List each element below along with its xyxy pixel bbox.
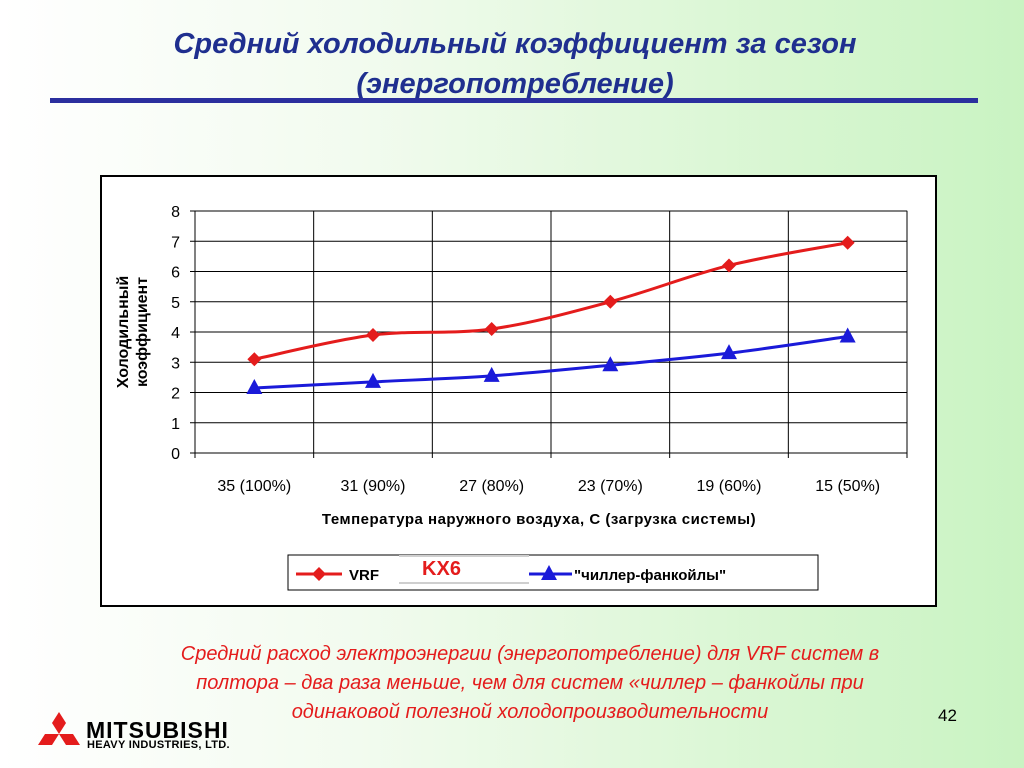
caption-line3: одинаковой полезной холодопроизводительн… bbox=[291, 701, 769, 723]
page-number: 42 bbox=[938, 706, 957, 725]
y-tick-label: 5 bbox=[171, 295, 180, 312]
legend-chiller-marker bbox=[541, 565, 557, 580]
y-axis-label-line2: коэффициент bbox=[134, 277, 151, 387]
vrf-point bbox=[840, 235, 855, 250]
title-underline bbox=[50, 98, 978, 103]
slide-title-line1: Средний холодильный коэффициент за сезон bbox=[173, 28, 857, 60]
y-axis-label-line1: Холодильный bbox=[115, 276, 132, 389]
x-tick-label: 15 (50%) bbox=[815, 478, 880, 495]
caption-line1: Средний расход электроэнергии (энергопот… bbox=[180, 643, 880, 665]
y-tick-label: 1 bbox=[171, 416, 180, 433]
chart: 0 1 2 3 4 5 6 7 8 35 (100%) 31 (90%) 27 (80%) 23 (7… bbox=[115, 204, 908, 591]
kx6-overlay: KX6 bbox=[399, 555, 529, 584]
chiller-point bbox=[365, 372, 381, 388]
chiller-point bbox=[721, 344, 737, 360]
slide-title-line2: (энергопотребление) bbox=[356, 68, 674, 100]
kx6-label: KX6 bbox=[422, 558, 461, 580]
chiller-point bbox=[483, 366, 500, 382]
chiller-point bbox=[246, 378, 263, 394]
y-ticks: 0 1 2 3 4 5 6 7 8 bbox=[171, 204, 195, 463]
x-ticks: 35 (100%) 31 (90%) 27 (80%) 23 (70%) 19 (60%… bbox=[194, 453, 908, 495]
x-tick-label: 31 (90%) bbox=[341, 478, 406, 495]
x-tick-label: 27 (80%) bbox=[459, 478, 524, 495]
y-tick-label: 0 bbox=[171, 446, 180, 463]
y-tick-label: 2 bbox=[171, 386, 180, 403]
x-tick-label: 35 (100%) bbox=[217, 478, 291, 495]
legend: VRF "чиллер-фанкойлы" bbox=[287, 554, 819, 591]
x-tick-label: 19 (60%) bbox=[697, 478, 762, 495]
series-line-0 bbox=[254, 241, 848, 361]
chiller-point bbox=[839, 327, 856, 343]
y-tick-label: 3 bbox=[171, 355, 180, 372]
legend-vrf-marker bbox=[312, 567, 326, 581]
logo-subtitle: HEAVY INDUSTRIES, LTD. bbox=[87, 739, 230, 751]
vrf-point bbox=[366, 328, 380, 343]
x-tick-label: 23 (70%) bbox=[578, 478, 643, 495]
y-tick-label: 8 bbox=[171, 204, 180, 221]
caption-line2: полтора – два раза меньше, чем для систе… bbox=[196, 672, 864, 694]
legend-vrf-label: VRF bbox=[349, 567, 379, 584]
series-lines bbox=[254, 241, 848, 390]
three-diamonds-logo-icon bbox=[38, 712, 80, 745]
chiller-point bbox=[602, 356, 619, 372]
series-markers bbox=[246, 235, 856, 394]
y-tick-label: 6 bbox=[171, 265, 180, 282]
vrf-point bbox=[603, 294, 618, 309]
vrf-point bbox=[484, 321, 499, 336]
x-axis-label: Температура наружного воздуха, С (загруз… bbox=[322, 511, 756, 528]
chart-frame: 0 1 2 3 4 5 6 7 8 35 (100%) 31 (90%) 27 (80%) 23 (7… bbox=[100, 175, 937, 607]
series-line-1 bbox=[254, 335, 848, 390]
y-tick-label: 7 bbox=[171, 234, 180, 251]
vrf-point bbox=[722, 258, 736, 273]
vrf-point bbox=[247, 352, 262, 367]
y-tick-label: 4 bbox=[171, 325, 180, 342]
logo-wordmark: MITSUBISHI bbox=[86, 717, 229, 743]
legend-chiller-label: "чиллер-фанкойлы" bbox=[574, 567, 726, 584]
